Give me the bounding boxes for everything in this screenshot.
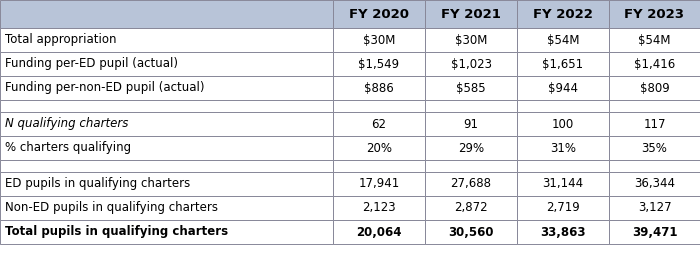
Text: 2,123: 2,123 — [362, 201, 396, 214]
Bar — [333, 0, 425, 28]
Bar — [609, 136, 700, 160]
Bar — [333, 52, 425, 76]
Bar — [517, 220, 609, 244]
Text: $809: $809 — [640, 82, 669, 94]
Text: $1,416: $1,416 — [634, 58, 675, 70]
Text: N qualifying charters: N qualifying charters — [5, 118, 128, 130]
Bar — [333, 76, 425, 100]
Bar — [425, 52, 517, 76]
Bar — [0, 172, 333, 196]
Text: FY 2022: FY 2022 — [533, 8, 593, 20]
Bar — [333, 112, 425, 136]
Bar — [425, 196, 517, 220]
Text: $54M: $54M — [638, 34, 671, 47]
Text: $886: $886 — [364, 82, 394, 94]
Bar — [517, 136, 609, 160]
Bar — [425, 76, 517, 100]
Bar — [517, 52, 609, 76]
Bar — [425, 160, 517, 172]
Bar — [517, 172, 609, 196]
Bar — [517, 0, 609, 28]
Bar — [333, 196, 425, 220]
Text: 35%: 35% — [642, 141, 667, 154]
Bar — [425, 220, 517, 244]
Text: $30M: $30M — [363, 34, 396, 47]
Bar — [609, 0, 700, 28]
Text: 62: 62 — [372, 118, 386, 130]
Text: 20%: 20% — [366, 141, 392, 154]
Text: FY 2020: FY 2020 — [349, 8, 409, 20]
Bar — [333, 172, 425, 196]
Text: Funding per-ED pupil (actual): Funding per-ED pupil (actual) — [5, 58, 178, 70]
Text: 2,719: 2,719 — [546, 201, 580, 214]
Bar — [425, 0, 517, 28]
Bar — [425, 28, 517, 52]
Bar — [517, 76, 609, 100]
Text: 117: 117 — [643, 118, 666, 130]
Bar — [517, 112, 609, 136]
Bar — [0, 112, 333, 136]
Bar — [609, 28, 700, 52]
Text: 27,688: 27,688 — [451, 178, 491, 190]
Text: $30M: $30M — [455, 34, 487, 47]
Bar — [0, 52, 333, 76]
Bar — [0, 136, 333, 160]
Text: Total appropriation: Total appropriation — [5, 34, 116, 47]
Text: 36,344: 36,344 — [634, 178, 675, 190]
Bar — [0, 220, 333, 244]
Text: FY 2023: FY 2023 — [624, 8, 685, 20]
Text: 31,144: 31,144 — [542, 178, 584, 190]
Text: 100: 100 — [552, 118, 574, 130]
Bar — [333, 136, 425, 160]
Bar — [517, 196, 609, 220]
Text: FY 2021: FY 2021 — [441, 8, 501, 20]
Bar — [0, 0, 333, 28]
Text: 30,560: 30,560 — [448, 225, 493, 239]
Text: 20,064: 20,064 — [356, 225, 402, 239]
Bar — [609, 52, 700, 76]
Bar — [425, 136, 517, 160]
Text: 91: 91 — [463, 118, 479, 130]
Bar — [0, 100, 333, 112]
Text: Funding per-non-ED pupil (actual): Funding per-non-ED pupil (actual) — [5, 82, 204, 94]
Text: 39,471: 39,471 — [631, 225, 678, 239]
Text: 31%: 31% — [550, 141, 576, 154]
Text: 2,872: 2,872 — [454, 201, 488, 214]
Bar — [333, 220, 425, 244]
Text: % charters qualifying: % charters qualifying — [5, 141, 131, 154]
Bar — [425, 172, 517, 196]
Bar — [609, 160, 700, 172]
Bar — [425, 100, 517, 112]
Text: $1,651: $1,651 — [542, 58, 584, 70]
Bar — [609, 76, 700, 100]
Text: 17,941: 17,941 — [358, 178, 400, 190]
Text: 29%: 29% — [458, 141, 484, 154]
Bar — [333, 160, 425, 172]
Bar — [609, 172, 700, 196]
Text: Total pupils in qualifying charters: Total pupils in qualifying charters — [5, 225, 228, 239]
Bar — [609, 100, 700, 112]
Bar — [609, 220, 700, 244]
Text: $1,549: $1,549 — [358, 58, 400, 70]
Text: 3,127: 3,127 — [638, 201, 671, 214]
Bar — [517, 160, 609, 172]
Bar — [425, 112, 517, 136]
Bar — [0, 28, 333, 52]
Bar — [333, 28, 425, 52]
Text: $944: $944 — [548, 82, 578, 94]
Text: Non-ED pupils in qualifying charters: Non-ED pupils in qualifying charters — [5, 201, 218, 214]
Bar — [609, 112, 700, 136]
Bar — [0, 160, 333, 172]
Text: 33,863: 33,863 — [540, 225, 586, 239]
Text: $1,023: $1,023 — [451, 58, 491, 70]
Text: ED pupils in qualifying charters: ED pupils in qualifying charters — [5, 178, 190, 190]
Bar — [517, 100, 609, 112]
Text: $585: $585 — [456, 82, 486, 94]
Bar — [333, 100, 425, 112]
Bar — [609, 196, 700, 220]
Bar — [0, 196, 333, 220]
Bar — [0, 76, 333, 100]
Text: $54M: $54M — [547, 34, 580, 47]
Bar — [517, 28, 609, 52]
